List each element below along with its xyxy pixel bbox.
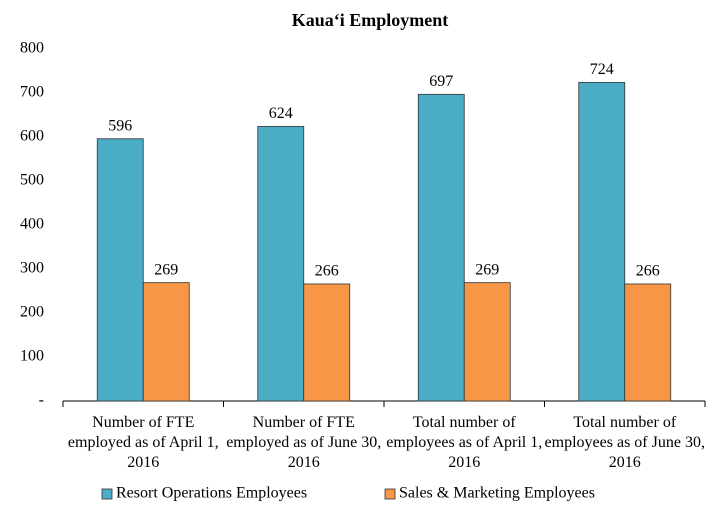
bar [463, 282, 511, 402]
bar [303, 283, 351, 402]
x-tick-label: Total number of employees as of June 30,… [544, 414, 705, 471]
y-tick-label: 600 [20, 128, 44, 145]
chart-title: Kaua‘i Employment [292, 10, 449, 30]
legend-swatch [384, 488, 396, 500]
y-tick-label: 400 [20, 216, 44, 233]
legend-label: Resort Operations Employees [116, 485, 307, 502]
data-label: 697 [429, 73, 453, 90]
data-label: 724 [590, 61, 614, 78]
data-label: 624 [269, 105, 293, 122]
y-tick-label: 800 [20, 40, 44, 57]
y-tick-label: 100 [20, 348, 44, 365]
x-tick-label: Number of FTE employed as of June 30, 20… [226, 414, 382, 471]
bar [96, 138, 144, 402]
bar [417, 93, 465, 402]
data-label: 596 [108, 117, 132, 134]
data-label: 269 [475, 261, 499, 278]
x-tick-label: Total number of employees as of April 1,… [386, 414, 543, 471]
data-label: 269 [154, 261, 178, 278]
y-tick-label: 700 [20, 84, 44, 101]
y-tick-label: 200 [20, 304, 44, 321]
bar [578, 82, 626, 402]
bar [257, 126, 305, 402]
bar [624, 283, 672, 402]
y-tick-label: - [39, 392, 44, 409]
data-label: 266 [315, 263, 339, 280]
y-tick-label: 300 [20, 260, 44, 277]
data-label: 266 [636, 263, 660, 280]
bar [142, 282, 190, 402]
legend-swatch [101, 488, 113, 500]
legend-label: Sales & Marketing Employees [399, 485, 595, 502]
y-tick-label: 500 [20, 172, 44, 189]
x-tick-label: Number of FTE employed as of April 1, 20… [67, 414, 219, 471]
